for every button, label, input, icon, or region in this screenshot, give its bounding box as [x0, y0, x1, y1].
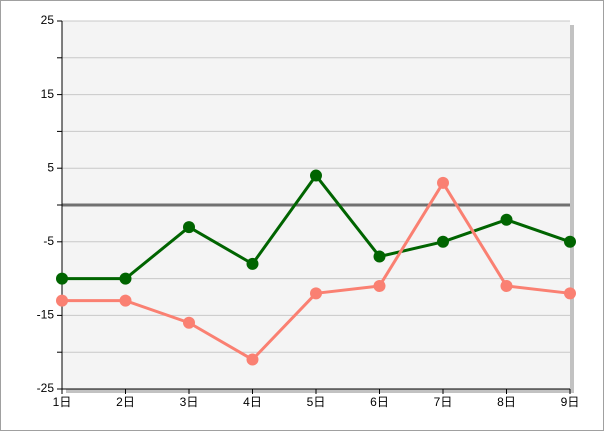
- y-tick-label: 25: [41, 13, 55, 27]
- x-tick-label: 8日: [497, 395, 516, 409]
- x-tick-label: 7日: [434, 395, 453, 409]
- point: [500, 213, 513, 226]
- point: [373, 279, 386, 292]
- x-tick-label: 2日: [116, 395, 135, 409]
- y-tick-label: -15: [37, 308, 55, 322]
- point: [246, 257, 259, 270]
- point: [500, 279, 513, 292]
- point: [564, 235, 576, 248]
- point: [437, 176, 449, 189]
- point: [310, 169, 322, 182]
- point: [564, 287, 576, 300]
- x-tick-label: 9日: [561, 395, 580, 409]
- x-tick-label: 5日: [307, 395, 326, 409]
- point: [119, 272, 132, 285]
- x-tick-label: 4日: [243, 395, 262, 409]
- point: [183, 221, 195, 234]
- y-tick-label: 15: [41, 87, 55, 101]
- y-tick-label: -25: [37, 381, 55, 395]
- y-tick-label: 5: [47, 160, 54, 174]
- point: [183, 316, 195, 329]
- point: [56, 294, 68, 307]
- point: [56, 272, 68, 285]
- point: [373, 250, 386, 263]
- y-tick-label: -5: [43, 234, 54, 248]
- x-tick-label: 3日: [180, 395, 199, 409]
- point: [246, 353, 259, 366]
- point: [119, 294, 132, 307]
- point: [310, 287, 322, 300]
- x-tick-label: 1日: [53, 395, 72, 409]
- x-tick-label: 6日: [370, 395, 389, 409]
- point: [437, 235, 449, 248]
